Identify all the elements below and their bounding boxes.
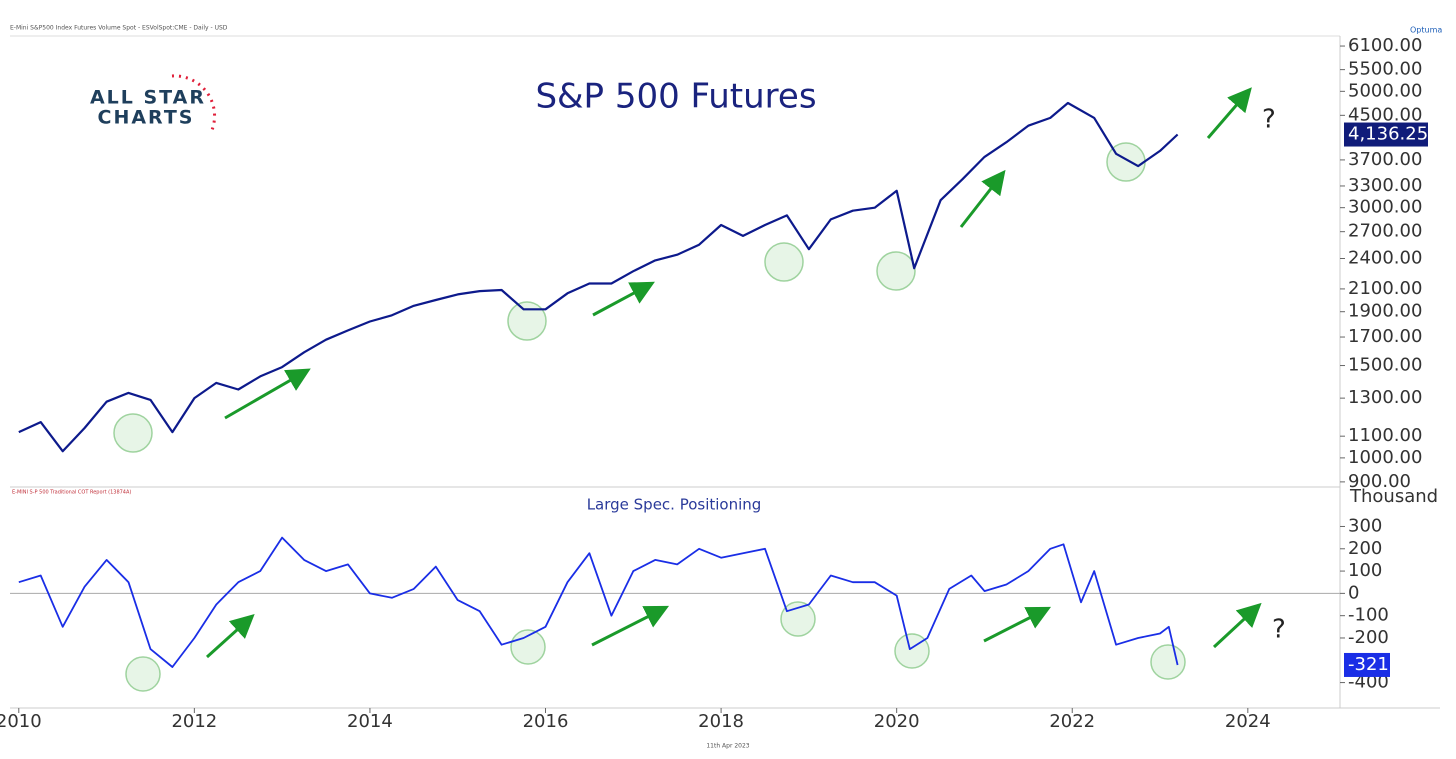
arrow xyxy=(1212,602,1262,649)
y-tick-label: 200 xyxy=(1348,538,1382,559)
x-tick-label: 2016 xyxy=(523,711,569,732)
x-tick-label: 2022 xyxy=(1049,711,1095,732)
highlight-circle xyxy=(764,242,804,282)
y-tick-label: 3700.00 xyxy=(1348,149,1422,170)
highlight-circle xyxy=(894,633,930,669)
y-tick-label: 6100.00 xyxy=(1348,35,1422,56)
brand: Optuma xyxy=(1410,26,1442,35)
y-tick-label: 1100.00 xyxy=(1348,425,1422,446)
y-tick-label: 2700.00 xyxy=(1348,221,1422,242)
y-tick-label: 2100.00 xyxy=(1348,278,1422,299)
footer-date: 11th Apr 2023 xyxy=(706,743,749,750)
y-tick-label: 5000.00 xyxy=(1348,80,1422,101)
y-tick-label: -200 xyxy=(1348,627,1389,648)
last-value-badge xyxy=(1344,122,1428,147)
y-tick-label: 2400.00 xyxy=(1348,247,1422,268)
highlight-circle xyxy=(1150,644,1186,680)
chart-title: S&P 500 Futures xyxy=(535,77,816,117)
arrow xyxy=(983,606,1052,643)
y-tick-label: 1500.00 xyxy=(1348,355,1422,376)
panel-source: E-MINI S-P 500 Traditional COT Report (1… xyxy=(12,490,131,496)
y-tick-label: -100 xyxy=(1348,605,1389,626)
panel-title: Large Spec. Positioning xyxy=(587,496,762,514)
y-tick-label: 4500.00 xyxy=(1348,104,1422,125)
y-tick-label: 300 xyxy=(1348,515,1382,536)
source: E-Mini S&P500 Index Futures Volume Spot … xyxy=(10,25,228,32)
arrow xyxy=(205,613,255,659)
last-value-badge xyxy=(1344,652,1390,677)
y-tick-label: 3300.00 xyxy=(1348,175,1422,196)
highlight-circle xyxy=(113,413,153,453)
y-axis-label: Thousand xyxy=(1349,486,1438,507)
data-line xyxy=(18,101,1179,453)
arrows xyxy=(205,87,1262,659)
y-tick-label: 5500.00 xyxy=(1348,59,1422,80)
x-tick-label: 2024 xyxy=(1225,711,1271,732)
logo: CHARTS xyxy=(98,107,195,129)
arrow xyxy=(591,605,670,647)
y-tick-label: 3000.00 xyxy=(1348,197,1422,218)
highlight-circle xyxy=(876,251,916,291)
x-tick-label: 2018 xyxy=(698,711,744,732)
arrow xyxy=(1206,87,1252,139)
last-value-label: 4,136.25 xyxy=(1348,124,1428,145)
arrow xyxy=(224,368,311,420)
highlight-circle xyxy=(125,656,161,692)
y-tick-label: 1000.00 xyxy=(1348,447,1422,468)
arrow xyxy=(592,281,655,317)
y-tick-label: 100 xyxy=(1348,560,1382,581)
y-tick-label: 900.00 xyxy=(1348,471,1411,492)
arrow xyxy=(959,169,1006,228)
y-tick-label: 1300.00 xyxy=(1348,387,1422,408)
annotation: ? xyxy=(1262,105,1276,135)
x-tick-label: 2012 xyxy=(171,711,217,732)
annotation: ? xyxy=(1272,615,1286,645)
y-tick-label: 0 xyxy=(1348,582,1359,603)
highlight-circle xyxy=(507,301,547,341)
data-line xyxy=(18,536,1179,668)
last-value-label: -321 xyxy=(1348,654,1389,675)
y-tick-label: 1900.00 xyxy=(1348,301,1422,322)
x-tick-label: 2014 xyxy=(347,711,393,732)
y-tick-label: 1700.00 xyxy=(1348,326,1422,347)
logo: ALL STAR xyxy=(90,87,206,109)
x-tick-label: 2020 xyxy=(874,711,920,732)
x-tick-label: 2010 xyxy=(0,711,42,732)
